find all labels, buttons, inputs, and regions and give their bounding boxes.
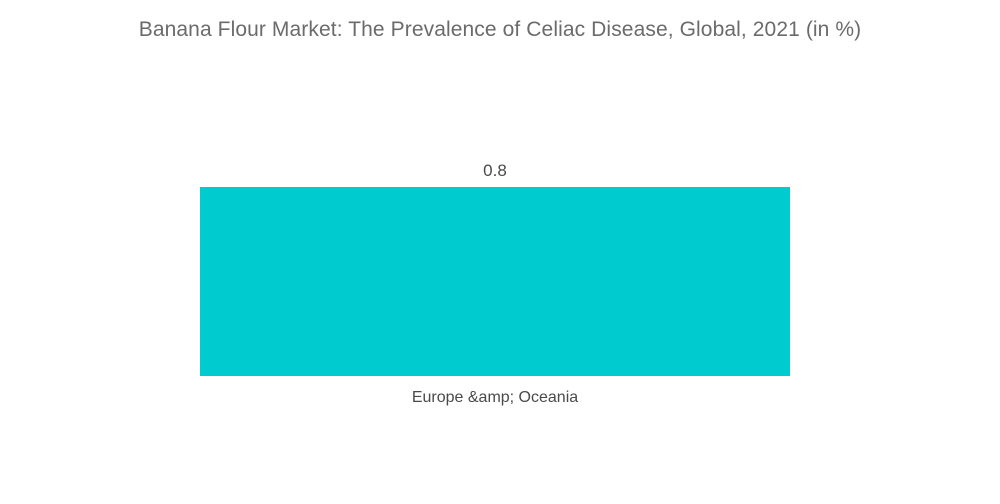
bars-group: [200, 187, 790, 376]
labels-group: 0.8 Europe &amp; Oceania: [412, 161, 578, 406]
bar: [200, 187, 790, 376]
chart-title: Banana Flour Market: The Prevalence of C…: [138, 18, 862, 41]
bar-value-label: 0.8: [483, 161, 507, 180]
category-tick-label: Europe &amp; Oceania: [412, 389, 578, 406]
